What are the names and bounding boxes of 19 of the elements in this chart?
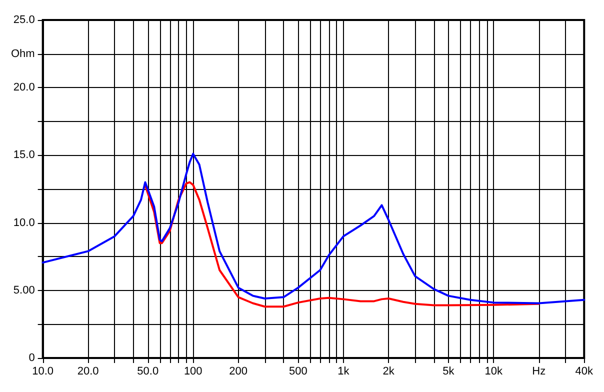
y-tick-label: 15.0 (13, 149, 35, 162)
y-tick-label: 25.0 (13, 14, 35, 26)
x-tick-label: 500 (288, 366, 308, 378)
x-tick-label: 200 (229, 366, 248, 378)
x-tick-label: 40k (575, 366, 594, 378)
x-tick-label: 1k (338, 366, 350, 378)
x-tick-label: 50.0 (137, 366, 159, 378)
y-tick-label: 10.0 (13, 216, 35, 229)
x-tick-label: 2k (382, 366, 395, 378)
x-tick-label: 100 (184, 366, 202, 378)
x-tick-label: Hz (532, 366, 546, 378)
y-tick-label: 20.0 (13, 82, 35, 94)
y-tick-label: Ohm (10, 48, 35, 60)
y-tick-label: 5.00 (13, 284, 35, 296)
x-tick-label: 10.0 (32, 366, 54, 378)
x-tick-label: 5k (442, 366, 455, 378)
x-tick-label: 20.0 (77, 366, 99, 378)
y-tick-label: 0 (28, 352, 35, 364)
x-tick-label: 10k (484, 366, 504, 378)
